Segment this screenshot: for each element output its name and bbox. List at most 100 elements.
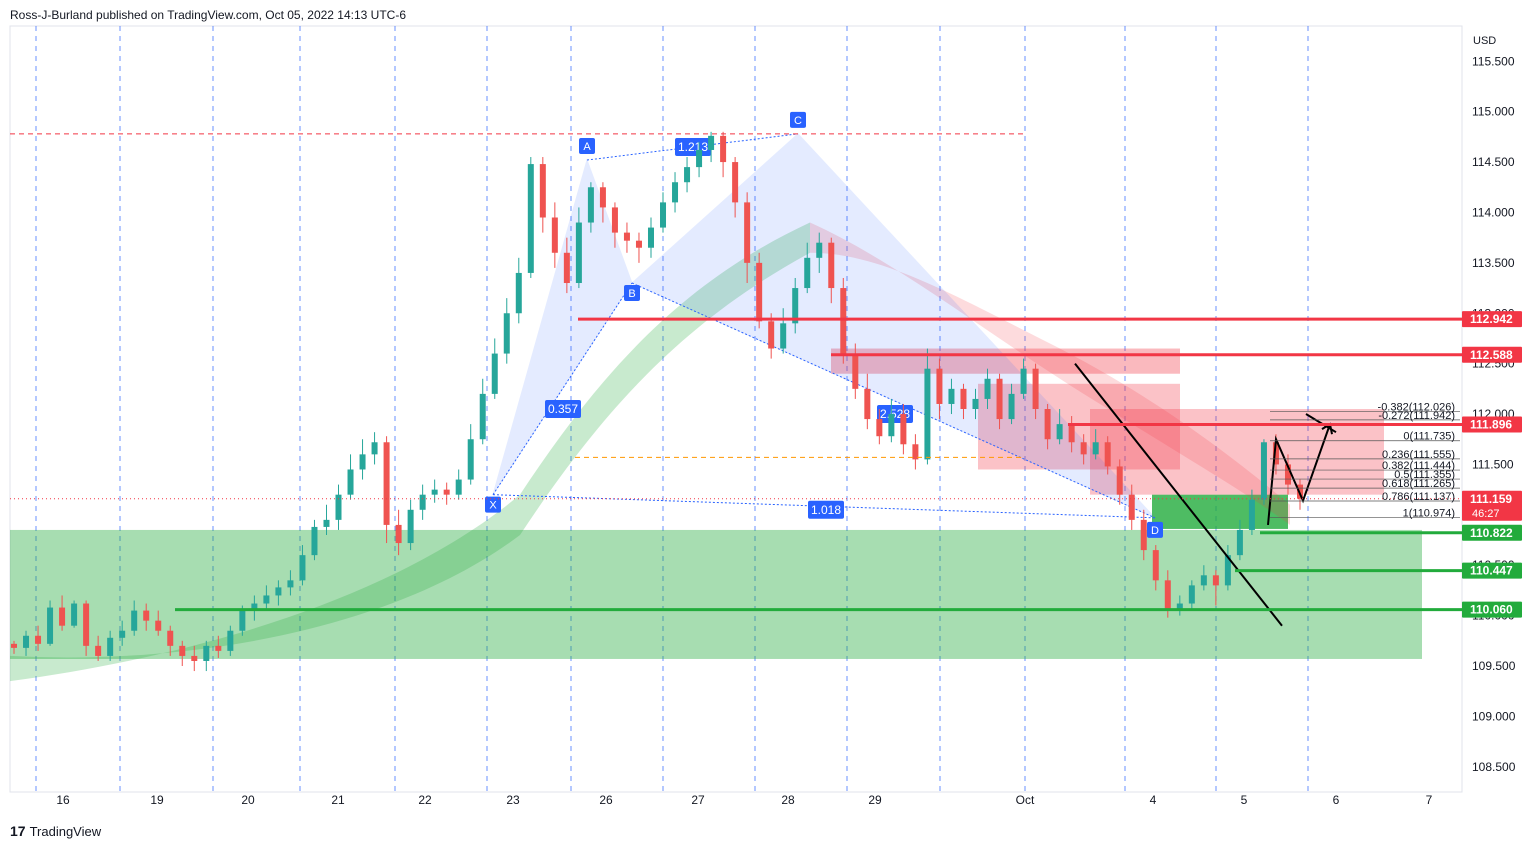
candle-body: [263, 595, 270, 604]
price-label: 112.588: [1470, 348, 1513, 362]
candle-body: [167, 630, 174, 646]
y-tick-label: 114.500: [1472, 155, 1515, 169]
candle-body: [996, 378, 1003, 420]
footer-brand[interactable]: 17 TradingView: [10, 823, 101, 839]
ma-band-red: [810, 222, 1290, 525]
y-tick-label: 109.500: [1472, 659, 1516, 673]
x-tick-label: 5: [1241, 793, 1248, 807]
candle-body: [227, 630, 234, 651]
candle-body: [972, 398, 979, 409]
candle-body: [143, 610, 150, 621]
candle-body: [575, 222, 582, 284]
candle-body: [179, 645, 186, 656]
candle-body: [611, 207, 618, 233]
x-tick-label: 26: [599, 793, 613, 807]
candle-body: [744, 202, 751, 263]
candle-body: [876, 419, 883, 437]
pattern-point-badge: [790, 111, 806, 128]
candle-body: [1032, 368, 1039, 409]
candle-body: [1104, 442, 1111, 467]
candle-body: [1176, 603, 1183, 611]
fib-label: -0.382(112.026): [1378, 401, 1455, 413]
ratio-label: 1.213: [678, 140, 708, 154]
price-label-box: [1462, 490, 1522, 521]
candle-body: [684, 167, 691, 183]
pattern-point-label: X: [489, 500, 497, 512]
candle-body: [563, 252, 570, 284]
x-tick-label: 23: [506, 793, 520, 807]
candle-body: [191, 655, 198, 661]
candle-body: [431, 489, 438, 495]
x-tick-label: 16: [56, 793, 70, 807]
candle-body: [587, 187, 594, 223]
pattern-point-badge: [485, 496, 501, 513]
candle-body: [419, 494, 426, 510]
candle-body: [660, 202, 667, 228]
candle-body: [35, 635, 42, 644]
y-tick-label: 115.000: [1472, 105, 1515, 119]
x-tick-label: 29: [868, 793, 882, 807]
candle-body: [59, 607, 66, 626]
xab-triangle: [492, 158, 633, 495]
candle-body: [635, 240, 642, 248]
candle-body: [840, 288, 847, 354]
candle-body: [1236, 529, 1243, 556]
price-label-box: [1462, 311, 1522, 328]
candle-body: [299, 555, 306, 581]
candle-body: [948, 388, 955, 404]
candle-body: [155, 620, 162, 631]
candle-body: [768, 321, 775, 349]
fib-label: 0(111.735): [1403, 431, 1455, 443]
candle-body: [924, 368, 931, 460]
candle-body: [335, 494, 342, 520]
candle-body: [792, 288, 799, 324]
currency-label: USD: [1473, 35, 1496, 47]
fib-retracement: -0.382(112.026)-0.272(111.942) 0(111.735)…: [1270, 401, 1460, 519]
candles: [11, 131, 1337, 672]
candle-body: [1248, 499, 1255, 530]
candle-body: [443, 489, 450, 495]
candle-body: [1128, 494, 1135, 520]
fib-label: 0.618(111.265): [1382, 478, 1455, 490]
candle-body: [1116, 466, 1123, 495]
supply-zone: [831, 348, 1180, 374]
x-tick-label: 27: [691, 793, 705, 807]
x-tick-label: 7: [1426, 793, 1433, 807]
time-axis[interactable]: 16 19 20 21 22 23 26 27 28 29 Oct 4 5 6 7: [56, 793, 1432, 807]
x-tick-label: 28: [781, 793, 795, 807]
candle-body: [1080, 442, 1087, 455]
pattern-dotted-line: [586, 133, 799, 161]
x-tick-label: 19: [150, 793, 164, 807]
price-axis[interactable]: USD 115.500 115.000 114.500 114.000 113.500 11…: [1462, 35, 1522, 774]
plot-area: [9, 25, 1463, 793]
ratio-label: 1.018: [811, 503, 841, 517]
demand-zone-small: [1152, 494, 1288, 529]
candle-body: [1188, 585, 1195, 604]
candle-body: [383, 442, 390, 525]
candle-body: [623, 232, 630, 241]
candle-body: [311, 526, 318, 556]
price-levels: [10, 133, 1462, 612]
countdown-label: 46:27: [1472, 508, 1500, 520]
candle-body: [984, 378, 991, 399]
candle-body: [1056, 424, 1063, 440]
fib-label: -0.272(111.942): [1378, 410, 1455, 422]
y-tick-label: 111.500: [1472, 457, 1514, 471]
time-grid: [35, 26, 1309, 792]
candle-body: [515, 272, 522, 314]
candle-body: [71, 603, 78, 626]
candle-body: [864, 388, 871, 420]
candle-body: [395, 524, 402, 544]
candle-body: [852, 353, 859, 389]
x-tick-label: 4: [1150, 793, 1157, 807]
price-label-box: [1462, 601, 1522, 618]
candle-body: [1008, 393, 1015, 420]
candle-body: [347, 469, 354, 495]
candle-body: [551, 217, 558, 253]
candle-body: [1044, 409, 1051, 440]
candle-body: [323, 519, 330, 527]
publisher-line: Ross-J-Burland published on TradingView.…: [10, 8, 406, 22]
candle-body: [1212, 575, 1219, 586]
candle-body: [1272, 442, 1279, 465]
